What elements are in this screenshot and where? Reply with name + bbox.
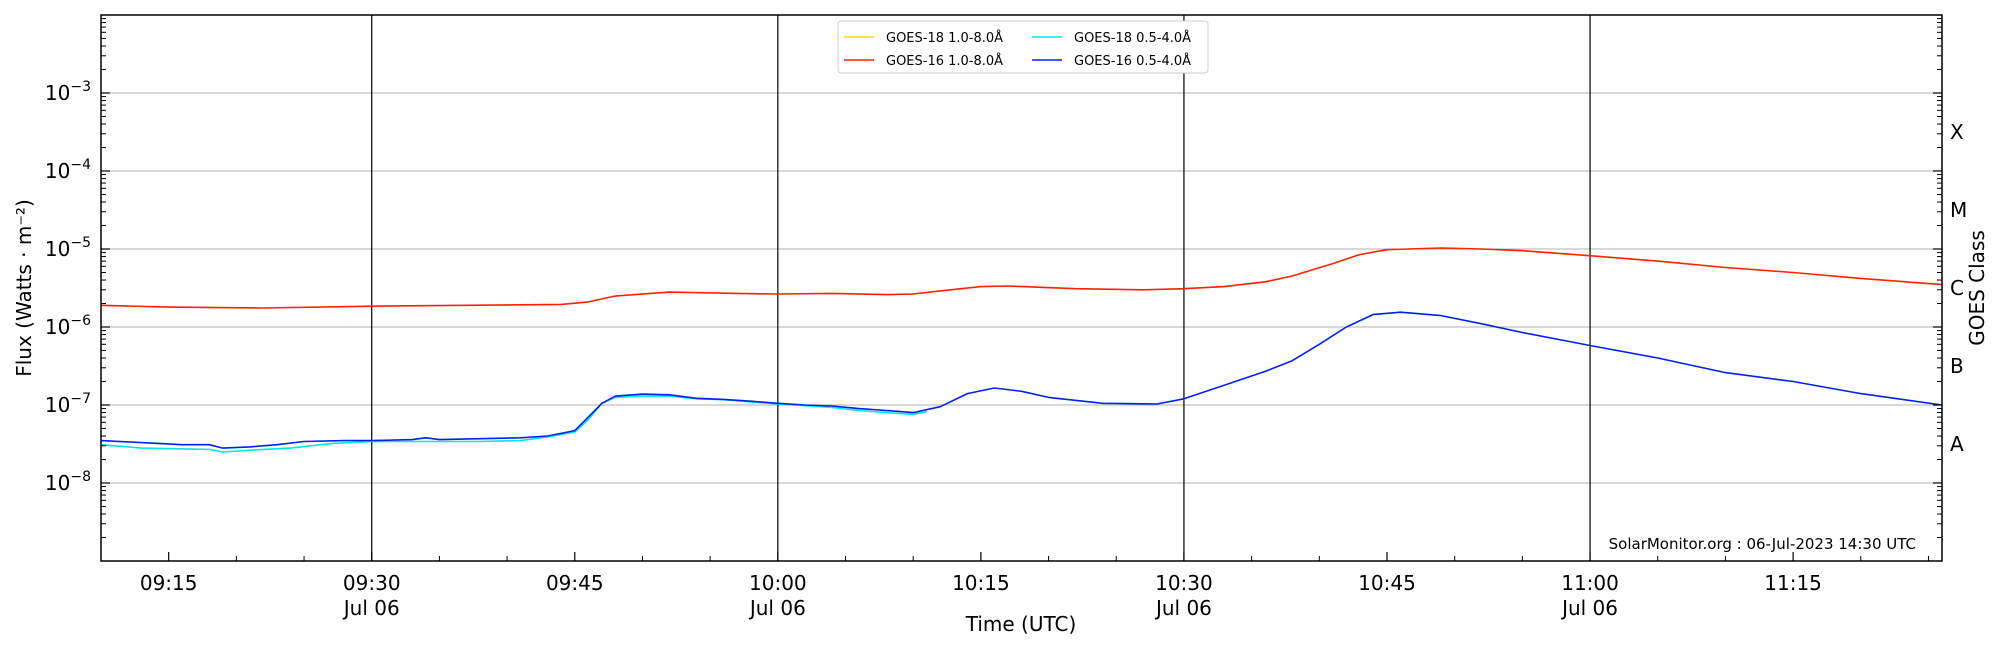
y-tick-label: 10−6 <box>45 313 91 339</box>
legend-label: GOES-18 1.0-8.0Å <box>886 30 1003 46</box>
x-tick-label: 11:00 <box>1561 571 1619 595</box>
y-tick-label: 10−5 <box>45 235 91 261</box>
x-axis-title: Time (UTC) <box>965 612 1077 636</box>
y-tick-label: 10−7 <box>45 391 91 417</box>
legend: GOES-18 1.0-8.0Å GOES-18 0.5-4.0Å GOES-16 … <box>837 20 1209 74</box>
legend-label: GOES-16 1.0-8.0Å <box>886 53 1003 69</box>
legend-label: GOES-16 0.5-4.0Å <box>1074 53 1191 69</box>
y-tick-label: 10−4 <box>45 157 91 183</box>
x-tick-date-label: Jul 06 <box>1560 596 1618 620</box>
data-series <box>100 247 1943 453</box>
series-line <box>100 247 1943 309</box>
x-tick-label: 09:15 <box>140 571 198 595</box>
goes-class-label: B <box>1950 354 1964 378</box>
x-tick-date-label: Jul 06 <box>342 596 400 620</box>
x-tick-label: 09:30 <box>343 571 401 595</box>
legend-box <box>837 20 1209 74</box>
plot-frame <box>100 14 1943 562</box>
x-tick-label: 10:45 <box>1358 571 1416 595</box>
goes-class-label: M <box>1950 198 1967 222</box>
gridlines <box>101 92 1942 484</box>
y-tick-label: 10−3 <box>45 79 91 105</box>
x-tick-date-label: Jul 06 <box>748 596 806 620</box>
x-tick-label: 10:00 <box>749 571 807 595</box>
goes-class-label: A <box>1950 432 1964 456</box>
x-tick-label: 11:15 <box>1764 571 1822 595</box>
y-axis-title: Flux (Watts · m⁻²) <box>12 199 36 377</box>
day-boundary-lines <box>371 15 1591 561</box>
footer-credit: SolarMonitor.org : 06-Jul-2023 14:30 UTC <box>1609 535 1916 553</box>
series-line <box>100 311 1943 449</box>
goes-class-label: C <box>1950 276 1964 300</box>
series-line <box>100 395 927 453</box>
x-tick-label: 10:30 <box>1155 571 1213 595</box>
x-tick-date-label: Jul 06 <box>1154 596 1212 620</box>
x-tick-label: 10:15 <box>952 571 1010 595</box>
goes-class-title: GOES Class <box>1965 230 1989 346</box>
y-tick-label: 10−8 <box>45 469 91 495</box>
legend-label: GOES-18 0.5-4.0Å <box>1074 30 1191 46</box>
x-tick-label: 09:45 <box>546 571 604 595</box>
goes-class-label: X <box>1950 120 1964 144</box>
